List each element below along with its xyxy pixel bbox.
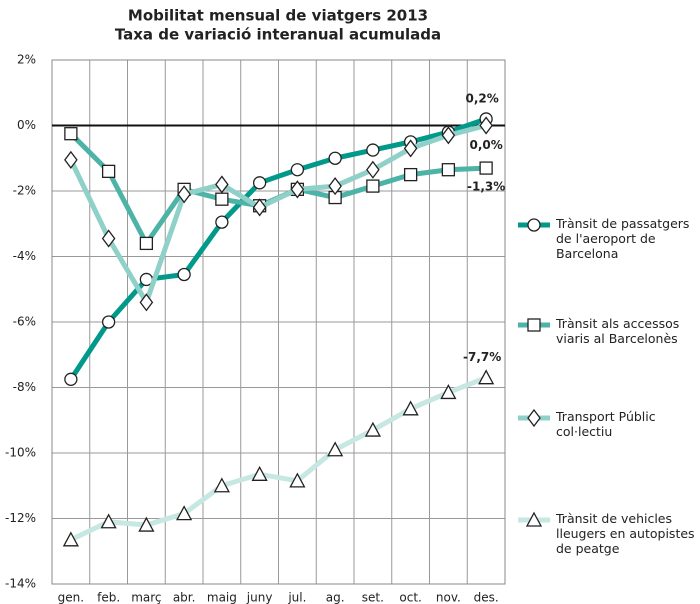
marker	[403, 139, 418, 158]
marker	[289, 472, 306, 488]
y-tick-label: 0%	[17, 118, 36, 132]
marker	[100, 513, 117, 529]
marker	[213, 477, 230, 493]
chart-subtitle: Taxa de variació interanual acumulada	[115, 26, 441, 44]
legend-label: Trànsit de passatgers de l'aeroport de B…	[556, 216, 690, 261]
marker	[215, 175, 229, 194]
marker	[177, 267, 191, 282]
y-tick-label: -6%	[13, 315, 36, 329]
marker	[215, 215, 229, 229]
marker	[440, 384, 457, 400]
marker	[328, 151, 342, 165]
x-tick-label: oct.	[399, 591, 421, 604]
marker	[403, 167, 418, 182]
marker	[101, 164, 116, 179]
marker	[441, 126, 456, 145]
y-tick-label: -2%	[13, 184, 36, 198]
marker	[327, 441, 344, 457]
y-tick-label: 2%	[17, 53, 36, 67]
legend-label: Transport Públic col·lectiu	[556, 409, 656, 439]
marker	[364, 421, 381, 437]
marker	[176, 505, 193, 521]
marker	[177, 185, 191, 204]
marker	[479, 161, 493, 175]
x-tick-label: feb.	[97, 591, 120, 604]
y-tick-label: -10%	[5, 446, 36, 460]
legend-label: Trànsit de vehicles lleugers en autopist…	[556, 511, 695, 556]
marker	[139, 293, 154, 312]
value-label: -1,3%	[467, 180, 505, 194]
marker	[527, 408, 541, 428]
marker	[328, 177, 342, 196]
marker	[441, 163, 456, 177]
marker	[478, 369, 495, 385]
value-label: -7,7%	[463, 350, 501, 364]
marker	[290, 180, 305, 199]
marker	[64, 150, 78, 169]
x-tick-label: abr.	[173, 591, 196, 604]
marker	[101, 315, 116, 329]
series-line	[68, 123, 487, 305]
legend-label: Trànsit als accessos viaris al Barcelonè…	[556, 316, 680, 346]
marker	[139, 236, 154, 251]
x-tick-label: març	[131, 591, 161, 604]
marker	[527, 218, 541, 232]
marker	[251, 465, 268, 481]
marker	[62, 531, 79, 547]
marker	[290, 163, 305, 177]
y-tick-label: -8%	[13, 380, 36, 394]
marker	[138, 516, 155, 532]
series-line	[69, 375, 488, 543]
marker	[366, 179, 380, 193]
x-tick-label: jul.	[287, 591, 306, 604]
marker	[366, 160, 380, 179]
value-label: 0,0%	[469, 138, 502, 152]
x-tick-label: set.	[362, 591, 384, 604]
marker	[64, 127, 78, 141]
marker	[64, 372, 78, 386]
x-tick-label: nov.	[436, 591, 461, 604]
marker	[402, 400, 419, 416]
x-tick-label: juny	[246, 591, 273, 604]
marker	[479, 116, 493, 135]
y-tick-label: -4%	[13, 249, 36, 263]
x-tick-label: ag.	[326, 591, 345, 604]
marker	[366, 143, 380, 157]
marker	[252, 176, 267, 190]
marker	[525, 511, 543, 527]
y-tick-label: -12%	[5, 511, 36, 525]
chart-title: Mobilitat mensual de viatgers 2013	[128, 7, 428, 25]
marker	[101, 229, 116, 248]
x-tick-label: des.	[474, 591, 499, 604]
x-tick-label: gen.	[58, 591, 84, 604]
plot-border	[51, 59, 506, 585]
marker	[527, 318, 541, 332]
x-tick-label: maig	[207, 591, 237, 604]
marker	[215, 192, 229, 206]
y-tick-label: -14%	[5, 577, 36, 591]
marker	[252, 198, 267, 217]
value-label: 0,2%	[465, 91, 498, 105]
